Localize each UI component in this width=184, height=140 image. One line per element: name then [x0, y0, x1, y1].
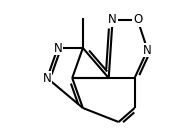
- Text: N: N: [43, 72, 52, 85]
- Text: N: N: [53, 41, 62, 54]
- Text: N: N: [143, 44, 152, 57]
- Text: N: N: [108, 13, 117, 26]
- Text: O: O: [133, 13, 142, 26]
